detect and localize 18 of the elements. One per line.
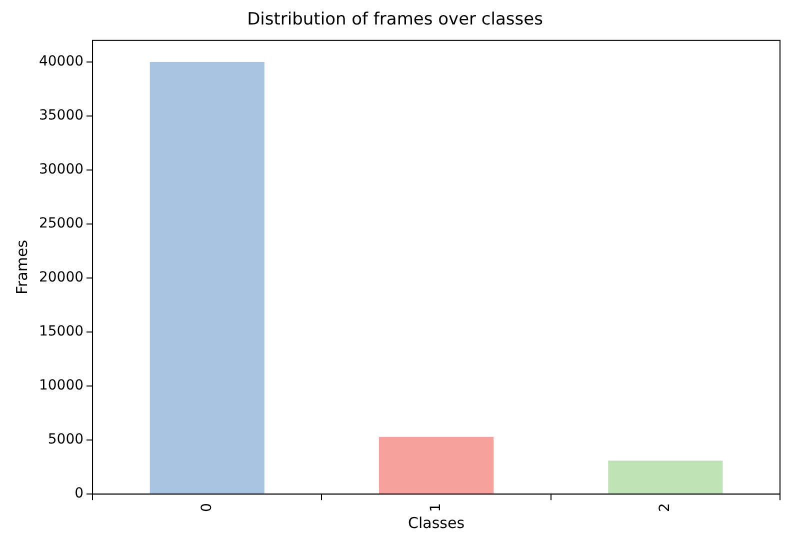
x-axis-title: Classes [408,514,465,532]
x-tick-label: 1 [428,503,444,512]
y-tick-label: 30000 [38,162,84,178]
x-tick-label: 0 [198,503,215,512]
y-tick-label: 15000 [38,324,84,340]
y-tick-label: 5000 [48,432,84,448]
x-tick-label: 2 [657,503,674,512]
bar [378,436,494,494]
y-tick-label: 25000 [38,216,84,232]
y-tick-label: 0 [74,486,84,502]
y-tick-label: 10000 [38,378,84,394]
y-axis-title: Frames [12,240,31,295]
y-tick-label: 20000 [38,270,84,286]
bar [608,460,723,494]
y-tick-label: 40000 [38,54,84,70]
y-tick-label: 35000 [38,108,84,124]
bar [150,62,264,494]
chart-title: Distribution of frames over classes [247,10,544,30]
